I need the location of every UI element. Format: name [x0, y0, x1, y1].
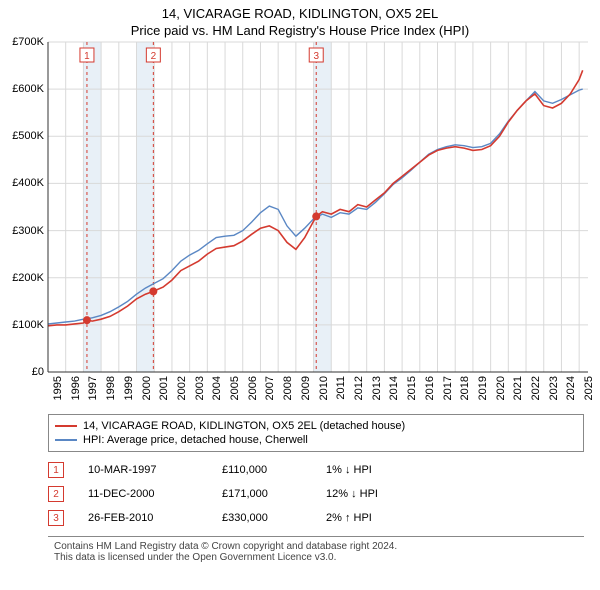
- ytick-label: £300K: [12, 225, 44, 237]
- xtick-label: 2021: [512, 376, 524, 400]
- xtick-label: 2009: [300, 376, 312, 400]
- sale-date: 10-MAR-1997: [88, 464, 198, 476]
- legend-label-price-paid: 14, VICARAGE ROAD, KIDLINGTON, OX5 2EL (…: [83, 420, 405, 432]
- xtick-label: 2015: [406, 376, 418, 400]
- xtick-label: 1999: [123, 376, 135, 400]
- sale-date: 26-FEB-2010: [88, 512, 198, 524]
- sale-date: 11-DEC-2000: [88, 488, 198, 500]
- footer-line2: This data is licensed under the Open Gov…: [54, 552, 578, 563]
- xtick-label: 2019: [477, 376, 489, 400]
- xtick-label: 2023: [548, 376, 560, 400]
- xtick-label: 2002: [176, 376, 188, 400]
- xtick-label: 2005: [229, 376, 241, 400]
- xtick-label: 2001: [158, 376, 170, 400]
- xtick-label: 1998: [105, 376, 117, 400]
- svg-text:2: 2: [151, 51, 157, 62]
- ytick-label: £0: [32, 366, 44, 378]
- ytick-label: £600K: [12, 83, 44, 95]
- xtick-label: 2018: [459, 376, 471, 400]
- xtick-label: 1996: [70, 376, 82, 400]
- ytick-label: £100K: [12, 319, 44, 331]
- xtick-label: 2016: [424, 376, 436, 400]
- xtick-label: 2010: [318, 376, 330, 400]
- sale-delta: 12% ↓ HPI: [326, 488, 378, 500]
- xtick-label: 2012: [353, 376, 365, 400]
- legend-swatch-price-paid: [55, 425, 77, 427]
- xtick-label: 2000: [141, 376, 153, 400]
- sale-row: 3 26-FEB-2010 £330,000 2% ↑ HPI: [48, 506, 584, 530]
- xtick-label: 2008: [282, 376, 294, 400]
- svg-text:1: 1: [84, 51, 90, 62]
- sale-marker: 1: [48, 462, 64, 478]
- chart-title: 14, VICARAGE ROAD, KIDLINGTON, OX5 2EL: [0, 0, 600, 21]
- sale-delta: 2% ↑ HPI: [326, 512, 372, 524]
- xtick-label: 2003: [194, 376, 206, 400]
- ytick-label: £700K: [12, 36, 44, 48]
- legend-item-hpi: HPI: Average price, detached house, Cher…: [55, 433, 577, 447]
- sale-price: £110,000: [222, 464, 302, 476]
- sale-row: 1 10-MAR-1997 £110,000 1% ↓ HPI: [48, 458, 584, 482]
- chart-container: 14, VICARAGE ROAD, KIDLINGTON, OX5 2EL P…: [0, 0, 600, 590]
- legend-box: 14, VICARAGE ROAD, KIDLINGTON, OX5 2EL (…: [48, 414, 584, 452]
- xtick-label: 1997: [87, 376, 99, 400]
- chart-plot-area: 123£0£100K£200K£300K£400K£500K£600K£700K…: [48, 42, 588, 408]
- sale-price: £330,000: [222, 512, 302, 524]
- sale-marker: 2: [48, 486, 64, 502]
- xtick-label: 2014: [388, 376, 400, 400]
- xtick-label: 2011: [335, 376, 347, 400]
- chart-subtitle: Price paid vs. HM Land Registry's House …: [0, 21, 600, 42]
- ytick-label: £200K: [12, 272, 44, 284]
- sale-row: 2 11-DEC-2000 £171,000 12% ↓ HPI: [48, 482, 584, 506]
- xtick-label: 2006: [247, 376, 259, 400]
- sale-price: £171,000: [222, 488, 302, 500]
- sales-table: 1 10-MAR-1997 £110,000 1% ↓ HPI2 11-DEC-…: [48, 458, 584, 530]
- xtick-label: 2025: [583, 376, 595, 400]
- legend-item-price-paid: 14, VICARAGE ROAD, KIDLINGTON, OX5 2EL (…: [55, 419, 577, 433]
- legend-label-hpi: HPI: Average price, detached house, Cher…: [83, 434, 308, 446]
- xtick-label: 1995: [52, 376, 64, 400]
- legend-swatch-hpi: [55, 439, 77, 441]
- xtick-label: 2024: [565, 376, 577, 400]
- ytick-label: £400K: [12, 177, 44, 189]
- xtick-label: 2007: [264, 376, 276, 400]
- xtick-label: 2013: [371, 376, 383, 400]
- sale-delta: 1% ↓ HPI: [326, 464, 372, 476]
- xtick-label: 2004: [211, 376, 223, 400]
- footer-line1: Contains HM Land Registry data © Crown c…: [54, 541, 578, 552]
- svg-text:3: 3: [313, 51, 319, 62]
- xtick-label: 2017: [442, 376, 454, 400]
- sale-marker: 3: [48, 510, 64, 526]
- ytick-label: £500K: [12, 130, 44, 142]
- xtick-label: 2022: [530, 376, 542, 400]
- footer: Contains HM Land Registry data © Crown c…: [48, 536, 584, 563]
- xtick-label: 2020: [495, 376, 507, 400]
